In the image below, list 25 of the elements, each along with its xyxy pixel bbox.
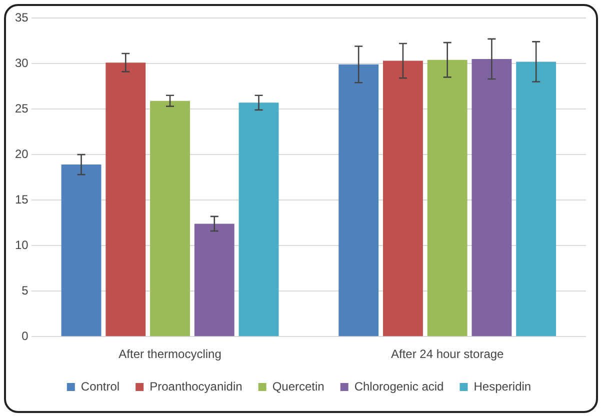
y-tick-label: 25 — [14, 101, 29, 116]
legend-label: Quercetin — [272, 379, 324, 394]
bar — [516, 62, 556, 336]
x-tick-label: After thermocycling — [118, 347, 222, 362]
y-tick-label: 20 — [14, 146, 29, 161]
bar — [427, 60, 468, 336]
bar — [338, 64, 379, 336]
y-tick-label: 30 — [14, 56, 29, 70]
x-tick-label: After 24 hour storage — [390, 347, 504, 362]
y-tick-label: 15 — [14, 192, 29, 206]
legend-label: Hesperidin — [474, 379, 532, 394]
bar — [150, 100, 190, 336]
y-tick-label: 0 — [22, 328, 29, 343]
y-tick-label: 5 — [22, 283, 29, 298]
bar — [472, 58, 512, 336]
y-tick-label: 10 — [14, 238, 29, 252]
bar — [194, 224, 234, 336]
legend-label: Proanthocyanidin — [150, 379, 242, 394]
legend-label: Chlorogenic acid — [354, 379, 444, 394]
legend-label: Control — [80, 379, 120, 394]
bar — [382, 60, 423, 336]
bar — [106, 62, 146, 336]
bar — [61, 164, 102, 336]
y-tick-label: 35 — [14, 10, 29, 24]
bar — [238, 102, 279, 336]
